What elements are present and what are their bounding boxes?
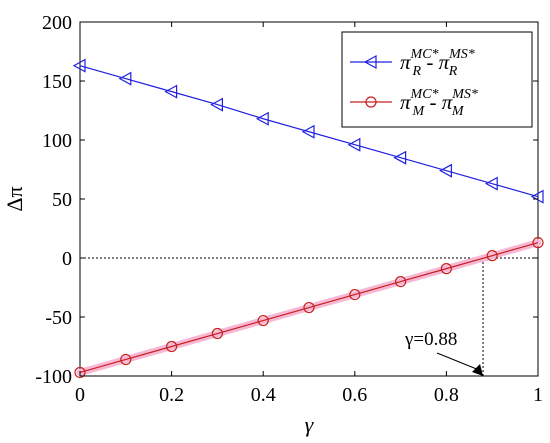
series-R-point <box>530 189 544 204</box>
annotation-label: γ=0.88 <box>404 329 457 350</box>
series-R-point <box>439 163 452 178</box>
y-tick-label: 150 <box>42 71 72 93</box>
legend-marker-M <box>365 96 377 108</box>
legend-label-R: πMC* R - πMS* R <box>400 47 475 79</box>
annotation-arrow-head <box>472 364 484 376</box>
x-axis: 0 0.2 0.4 0.6 0.8 1 <box>75 22 543 406</box>
series-M-point <box>349 288 361 301</box>
series-M-point <box>440 263 452 275</box>
legend-marker-R <box>363 54 377 70</box>
annotation-arrow-shaft <box>436 352 480 371</box>
series-R-point <box>164 84 178 99</box>
series-M <box>74 237 544 379</box>
x-tick-label: 0.6 <box>342 384 367 406</box>
series-R <box>72 58 544 204</box>
x-tick-label: 0.4 <box>251 384 276 406</box>
series-M-point <box>166 340 178 353</box>
series-R-point <box>210 97 223 112</box>
series-R-point <box>255 111 269 126</box>
series-R-point <box>118 71 132 86</box>
series-M-line <box>79 242 539 374</box>
series-R-point <box>347 137 361 152</box>
x-tick-label: 0.2 <box>159 384 184 406</box>
y-axis: -100 -50 0 50 100 150 200 <box>35 12 538 388</box>
y-tick-label: -100 <box>35 366 72 388</box>
y-tick-label: 100 <box>42 130 72 152</box>
series-M-point <box>303 301 315 314</box>
legend-box <box>341 31 533 128</box>
series-M-point <box>74 366 86 379</box>
legend-label-M: πMC* M - πMS* M <box>400 87 478 119</box>
y-tick-label: 0 <box>62 248 72 270</box>
x-tick-label: 0.8 <box>434 384 459 406</box>
legend-entry-R: πMC* R - πMS* R <box>350 47 475 79</box>
series-R-point <box>72 58 86 73</box>
legend-entry-M: πMC* M - πMS* M <box>350 87 478 119</box>
y-tick-label: 50 <box>52 189 72 211</box>
series-M-point <box>211 327 223 340</box>
series-R-point <box>484 176 498 191</box>
series-R-point <box>301 124 315 139</box>
series-M-point <box>257 314 269 327</box>
y-axis-label: Δπ <box>2 186 27 211</box>
y-tick-label: -50 <box>45 307 72 329</box>
annotation-layer: γ=0.88 <box>404 258 484 376</box>
series-M-point <box>120 353 132 366</box>
x-axis-label: γ <box>305 412 315 437</box>
series-M-point <box>395 276 407 288</box>
series-M-point <box>486 250 498 262</box>
plot-area: γ=0.88 0 0.2 0.4 0.6 0.8 1 -100 -50 0 50 100 150 20… <box>35 12 544 406</box>
series-R-point <box>393 150 407 165</box>
x-tick-label: 0 <box>75 384 85 406</box>
series-M-point <box>532 237 544 249</box>
series-layer <box>72 58 544 379</box>
legend: πMC* R - πMS* R πMC* M - πMS* M <box>341 31 533 128</box>
series-R-line <box>79 65 539 198</box>
y-tick-label: 200 <box>42 12 72 34</box>
x-tick-label: 1 <box>533 384 543 406</box>
